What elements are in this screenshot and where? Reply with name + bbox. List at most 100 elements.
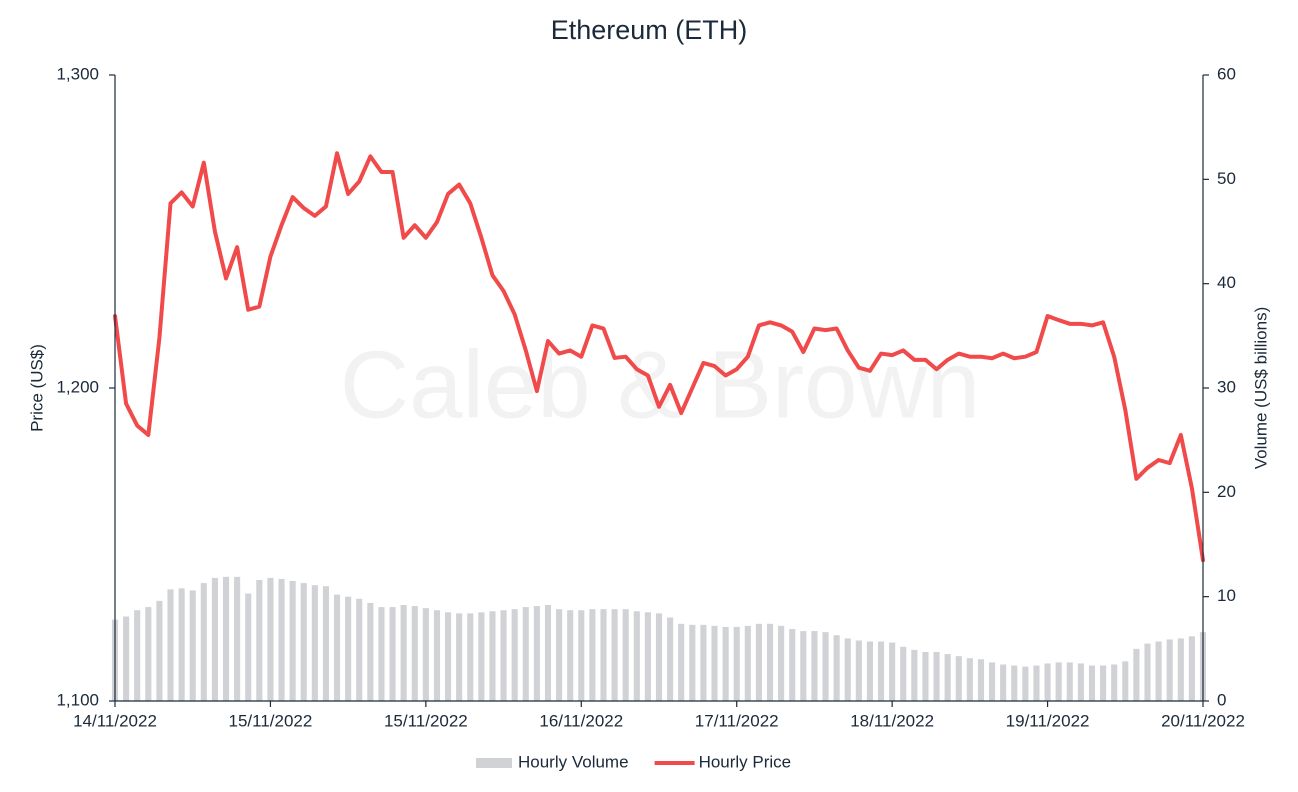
volume-bar [478, 612, 485, 701]
volume-bar [345, 596, 352, 701]
y-tick-label: 1,100 [56, 690, 99, 709]
volume-bar [267, 577, 274, 701]
volume-bar [1100, 665, 1107, 701]
volume-bar [500, 610, 507, 701]
volume-bar [1022, 666, 1029, 701]
x-tick-label: 16/11/2022 [539, 711, 623, 730]
volume-bar [667, 617, 674, 701]
x-tick-label: 19/11/2022 [1006, 711, 1090, 730]
x-tick-label: 17/11/2022 [695, 711, 779, 730]
volume-bar [333, 594, 341, 701]
legend-label: Hourly Volume [518, 752, 629, 771]
volume-bar [689, 624, 696, 701]
plot-area [111, 151, 1207, 701]
volume-bar [145, 607, 152, 701]
legend-label: Hourly Price [699, 752, 792, 771]
volume-bar [1033, 665, 1040, 701]
volume-bar [367, 602, 374, 701]
x-tick-label: 18/11/2022 [850, 711, 934, 730]
volume-bar [178, 588, 185, 701]
volume-bar [278, 578, 285, 701]
price-line [113, 151, 1205, 563]
volume-bar [234, 576, 241, 701]
volume-bar [844, 638, 851, 701]
volume-bar [378, 607, 385, 701]
volume-bar [955, 656, 962, 701]
y2-tick-label: 40 [1217, 273, 1236, 292]
volume-bar [489, 611, 496, 701]
y-axis-label: Price (US$) [27, 344, 46, 432]
volume-bar [456, 613, 463, 701]
volume-bar [134, 610, 141, 701]
volume-bar [778, 625, 785, 701]
volume-bar [1166, 639, 1173, 701]
volume-bar [755, 623, 762, 701]
x-tick-label: 20/11/2022 [1161, 711, 1245, 730]
volume-bar [123, 616, 130, 701]
volume-bar [866, 641, 873, 701]
volume-bar [944, 654, 951, 701]
y2-tick-label: 50 [1217, 169, 1236, 188]
volume-bar [511, 609, 518, 701]
volume-bar [544, 605, 552, 701]
volume-bar [556, 609, 563, 701]
volume-bar [200, 583, 207, 701]
volume-bar [911, 649, 918, 701]
y2-tick-label: 30 [1217, 377, 1236, 396]
volume-bar [811, 631, 818, 701]
volume-bar [1155, 641, 1162, 701]
volume-bar [1111, 664, 1118, 701]
volume-bar [922, 651, 929, 701]
volume-bar [1144, 643, 1151, 701]
x-tick-label: 15/11/2022 [229, 711, 313, 730]
y2-tick-label: 10 [1217, 586, 1236, 605]
watermark: Caleb & Brown [340, 331, 980, 438]
volume-bar [800, 631, 807, 701]
volume-bar [411, 606, 418, 701]
volume-bar [422, 608, 429, 701]
volume-bar [311, 585, 318, 701]
volume-bar [744, 625, 751, 701]
volume-bar [400, 605, 407, 701]
y2-tick-label: 60 [1217, 64, 1236, 83]
volume-bar [467, 613, 474, 701]
volume-bar [877, 641, 885, 701]
volume-bar [966, 658, 973, 701]
y2-tick-label: 0 [1217, 690, 1226, 709]
volume-bar [256, 579, 263, 701]
volume-bar [189, 590, 196, 701]
volume-bar [567, 610, 574, 701]
volume-bar [445, 612, 452, 701]
volume-bar [1000, 664, 1007, 701]
volume-bar [1011, 665, 1018, 701]
volume-bar [733, 626, 740, 701]
volume-bar [289, 581, 296, 701]
volume-bar [322, 586, 329, 701]
y-tick-label: 1,300 [56, 64, 99, 83]
volume-bar [977, 659, 985, 701]
volume-bar [700, 624, 707, 701]
volume-bar [889, 642, 896, 701]
volume-bar [989, 662, 996, 701]
volume-bar [900, 646, 907, 701]
volume-bar [933, 651, 940, 701]
volume-bar [1122, 661, 1129, 701]
volume-bar [633, 611, 640, 701]
volume-bar [245, 593, 252, 701]
volume-bar [211, 577, 218, 701]
x-tick-label: 15/11/2022 [384, 711, 468, 730]
y2-axis-label: Volume (US$ billions) [1251, 307, 1270, 470]
x-tick-label: 14/11/2022 [73, 711, 157, 730]
legend-swatch [476, 758, 512, 768]
volume-bar [300, 583, 307, 701]
volume-bar [789, 629, 796, 701]
volume-bar [1066, 662, 1073, 701]
volume-bar [833, 635, 840, 701]
volume-bar [1055, 662, 1062, 701]
volume-bar [766, 623, 774, 701]
volume-bar [622, 609, 629, 701]
volume-bar [578, 610, 585, 701]
volume-bar [644, 612, 651, 701]
volume-bar [722, 626, 729, 701]
